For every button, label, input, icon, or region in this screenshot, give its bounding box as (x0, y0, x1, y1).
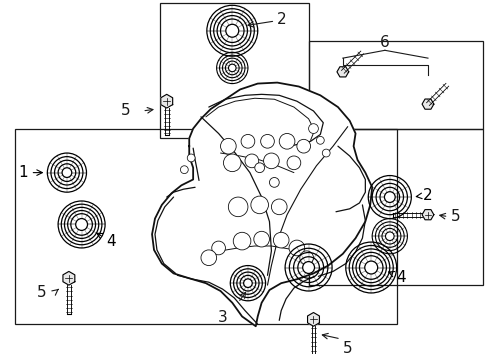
Circle shape (223, 154, 241, 172)
Circle shape (322, 149, 330, 157)
Bar (309, 41, 483, 129)
Text: 5: 5 (343, 341, 352, 356)
Circle shape (254, 231, 270, 247)
Circle shape (255, 163, 265, 172)
Text: 6: 6 (380, 35, 390, 50)
Circle shape (180, 166, 188, 174)
Circle shape (273, 232, 289, 248)
Text: 5: 5 (450, 209, 460, 224)
Circle shape (264, 153, 279, 169)
Circle shape (201, 250, 217, 266)
Circle shape (271, 199, 287, 215)
Circle shape (303, 262, 315, 274)
Circle shape (228, 197, 248, 217)
Circle shape (220, 138, 236, 154)
Polygon shape (161, 94, 172, 108)
Polygon shape (63, 271, 75, 285)
Circle shape (279, 134, 295, 149)
Polygon shape (422, 210, 434, 220)
Circle shape (75, 219, 88, 230)
Bar (160, 3, 309, 138)
Circle shape (287, 156, 301, 170)
Circle shape (317, 136, 324, 144)
Circle shape (386, 232, 394, 240)
Circle shape (244, 279, 252, 288)
Circle shape (385, 192, 395, 202)
Text: 2: 2 (277, 12, 287, 27)
Circle shape (233, 232, 251, 250)
Polygon shape (308, 312, 319, 326)
Bar (309, 129, 483, 285)
Text: 2: 2 (416, 188, 433, 203)
Text: 1: 1 (18, 165, 42, 180)
Polygon shape (422, 99, 434, 109)
Circle shape (300, 251, 314, 265)
Circle shape (270, 177, 279, 187)
Circle shape (212, 241, 225, 255)
Circle shape (228, 64, 236, 72)
Circle shape (261, 134, 274, 148)
Circle shape (289, 240, 305, 256)
Circle shape (62, 168, 72, 177)
Circle shape (251, 196, 269, 214)
Polygon shape (152, 82, 372, 326)
Circle shape (241, 134, 255, 148)
Circle shape (187, 154, 195, 162)
Polygon shape (337, 67, 349, 77)
Bar (15, 129, 397, 324)
Text: 5: 5 (121, 103, 130, 118)
Circle shape (226, 24, 239, 37)
Circle shape (309, 124, 318, 134)
Text: 5: 5 (37, 285, 47, 301)
Text: 3: 3 (218, 310, 227, 325)
Circle shape (245, 154, 259, 168)
Circle shape (297, 139, 311, 153)
Text: 4: 4 (97, 233, 116, 249)
Circle shape (365, 261, 378, 274)
Text: 4: 4 (389, 270, 406, 285)
